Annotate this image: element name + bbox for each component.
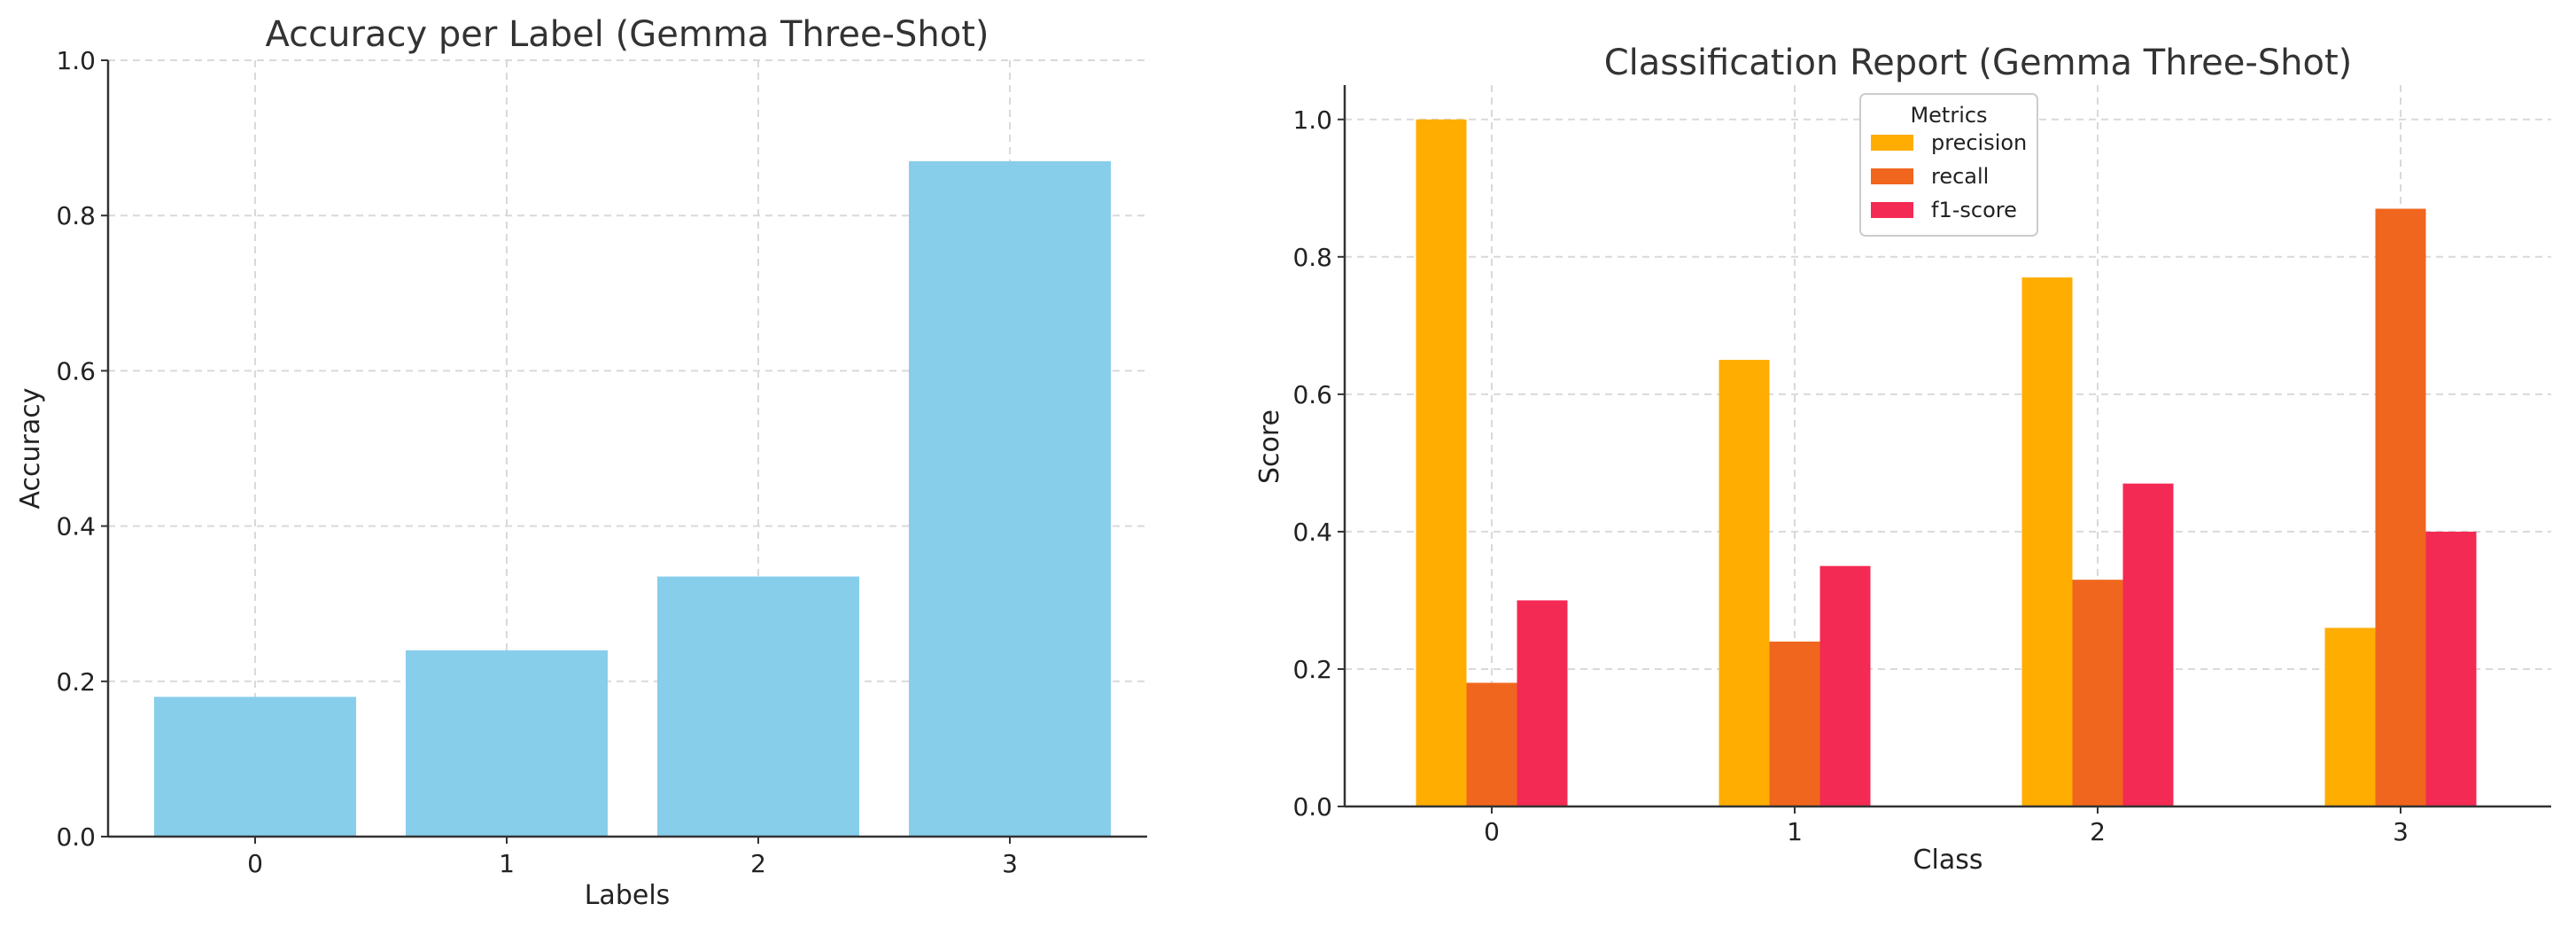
bar-recall-class-3 xyxy=(2375,208,2426,807)
classification-x-ticks: 0 1 2 3 xyxy=(1484,806,2409,846)
classification-y-tick-label: 0.6 xyxy=(1292,380,1332,409)
accuracy-y-ticks: 0.0 0.2 0.4 0.6 0.8 1.0 xyxy=(56,46,108,852)
classification-y-tick-label: 0.4 xyxy=(1292,518,1332,547)
accuracy-x-axis-label: Labels xyxy=(585,880,671,911)
legend-label-recall: recall xyxy=(1931,164,1989,189)
classification-x-tick-label: 3 xyxy=(2393,817,2409,846)
accuracy-bar-2 xyxy=(657,576,859,837)
classification-bars xyxy=(1416,119,2477,807)
classification-axes xyxy=(1343,85,2551,808)
accuracy-bars xyxy=(154,160,1111,837)
classification-y-axis-label: Score xyxy=(1254,409,1285,484)
accuracy-x-tick-label: 1 xyxy=(499,849,515,878)
bar-f1-score-class-3 xyxy=(2425,531,2477,806)
accuracy-x-tick-label: 0 xyxy=(247,849,263,878)
accuracy-chart: Accuracy per Label (Gemma Three-Shot) 0.… xyxy=(15,14,1147,911)
accuracy-bar-3 xyxy=(909,160,1111,837)
bar-precision-class-1 xyxy=(1719,360,1770,806)
classification-report-chart: Classification Report (Gemma Three-Shot)… xyxy=(1254,43,2551,876)
classification-y-tick-label: 0.8 xyxy=(1292,243,1332,272)
legend-label-precision: precision xyxy=(1931,130,2027,155)
accuracy-y-tick-label: 1.0 xyxy=(56,46,96,75)
accuracy-axes xyxy=(106,60,1147,838)
classification-x-tick-label: 1 xyxy=(1787,817,1803,846)
legend-frame xyxy=(1859,93,2038,237)
bar-recall-class-0 xyxy=(1466,682,1517,806)
accuracy-x-ticks: 0 1 2 3 xyxy=(247,837,1018,878)
classification-y-ticks: 0.0 0.2 0.4 0.6 0.8 1.0 xyxy=(1292,105,1345,822)
legend-swatch-precision xyxy=(1871,135,1913,151)
legend-items: precision recall f1-score xyxy=(1871,130,2027,222)
bar-precision-class-0 xyxy=(1416,119,1467,806)
accuracy-x-tick-label: 2 xyxy=(750,849,766,878)
metrics-legend: Metrics precision recall f1-score xyxy=(1859,93,2038,237)
accuracy-y-axis-label: Accuracy xyxy=(15,388,46,510)
accuracy-bar-1 xyxy=(406,650,608,837)
accuracy-chart-title: Accuracy per Label (Gemma Three-Shot) xyxy=(266,14,989,55)
classification-x-tick-label: 0 xyxy=(1484,817,1500,846)
accuracy-y-tick-label: 0.0 xyxy=(56,822,96,852)
accuracy-x-tick-label: 3 xyxy=(1002,849,1018,878)
legend-label-f1-score: f1-score xyxy=(1931,198,2017,222)
classification-chart-title: Classification Report (Gemma Three-Shot) xyxy=(1604,43,2353,83)
bar-precision-class-3 xyxy=(2324,627,2376,806)
bar-f1-score-class-2 xyxy=(2122,483,2174,806)
bar-recall-class-1 xyxy=(1769,641,1820,806)
bar-precision-class-2 xyxy=(2021,277,2073,807)
classification-y-tick-label: 0.2 xyxy=(1292,655,1332,684)
classification-x-tick-label: 2 xyxy=(2090,817,2106,846)
legend-swatch-f1-score xyxy=(1871,202,1913,218)
classification-y-tick-label: 1.0 xyxy=(1292,105,1332,135)
accuracy-y-tick-label: 0.8 xyxy=(56,201,96,230)
classification-x-axis-label: Class xyxy=(1913,845,1983,876)
accuracy-y-tick-label: 0.2 xyxy=(56,667,96,697)
accuracy-y-tick-label: 0.6 xyxy=(56,356,96,386)
bar-f1-score-class-1 xyxy=(1819,565,1871,806)
bar-f1-score-class-0 xyxy=(1517,600,1568,806)
legend-title: Metrics xyxy=(1910,103,1987,128)
accuracy-bar-0 xyxy=(154,697,356,837)
classification-y-tick-label: 0.0 xyxy=(1292,792,1332,822)
legend-swatch-recall xyxy=(1871,168,1913,184)
accuracy-y-tick-label: 0.4 xyxy=(56,512,96,541)
bar-recall-class-2 xyxy=(2072,580,2123,806)
